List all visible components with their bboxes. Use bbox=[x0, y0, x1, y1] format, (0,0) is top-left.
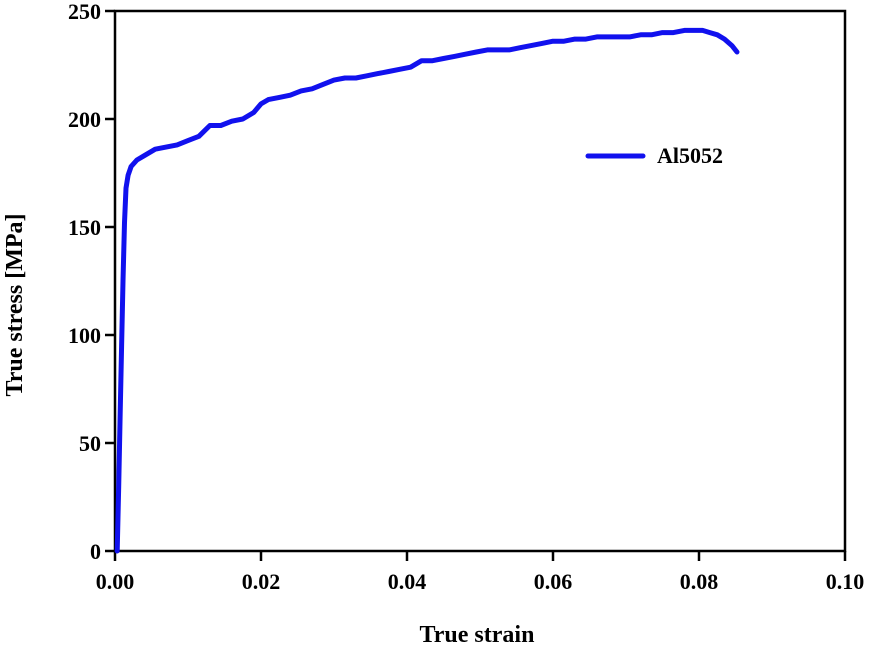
y-axis-title: True stress [MPa] bbox=[2, 213, 28, 396]
x-tick-label: 0.06 bbox=[534, 569, 573, 594]
x-tick-label: 0.00 bbox=[96, 569, 135, 594]
legend-label-al5052: Al5052 bbox=[657, 143, 723, 168]
y-axis-ticks: 0 50 100 150 200 250 bbox=[68, 0, 115, 564]
y-tick-label: 200 bbox=[68, 107, 101, 132]
y-tick-label: 100 bbox=[68, 323, 101, 348]
legend: Al5052 bbox=[585, 143, 723, 168]
x-axis-ticks: 0.00 0.02 0.04 0.06 0.08 0.10 bbox=[96, 551, 865, 594]
y-tick-label: 150 bbox=[68, 215, 101, 240]
x-axis-title: True strain bbox=[420, 622, 535, 647]
x-tick-label: 0.04 bbox=[388, 569, 427, 594]
x-tick-label: 0.10 bbox=[826, 569, 865, 594]
series-line-al5052 bbox=[114, 27, 740, 554]
plot-frame bbox=[113, 9, 847, 553]
y-tick-label: 0 bbox=[90, 539, 101, 564]
y-tick-label: 250 bbox=[68, 0, 101, 24]
y-tick-label: 50 bbox=[79, 431, 101, 456]
x-tick-label: 0.02 bbox=[242, 569, 281, 594]
x-tick-label: 0.08 bbox=[680, 569, 719, 594]
